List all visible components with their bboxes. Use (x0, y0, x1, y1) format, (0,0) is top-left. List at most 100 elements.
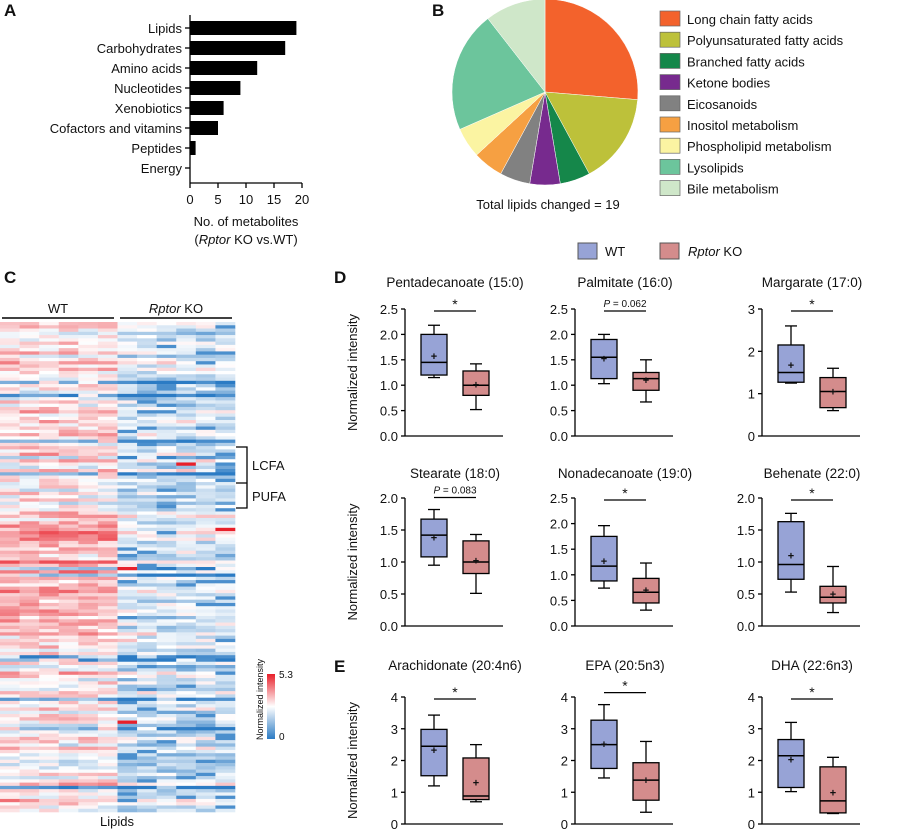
heatmap-cell (97, 331, 118, 336)
heatmap-cell (39, 436, 60, 440)
heatmap-cell (156, 406, 177, 411)
heatmap-cell (97, 406, 118, 411)
heatmap-cell (195, 534, 216, 538)
heatmap-cell (19, 475, 40, 480)
heatmap-cell (176, 344, 197, 349)
heatmap-cell (215, 367, 236, 372)
heatmap-cell (19, 557, 40, 561)
heatmap-cell (19, 707, 40, 712)
heatmap-cell (78, 534, 99, 538)
heatmap-cell (156, 338, 177, 342)
heatmap-cell (215, 642, 236, 646)
heatmap-cell (195, 322, 216, 326)
heatmap-cell (58, 413, 79, 418)
heatmap-cell (97, 452, 118, 457)
heatmap-cell (176, 723, 197, 728)
heatmap-cell (39, 612, 60, 617)
heatmap-cell (39, 341, 60, 346)
heatmap-cell (97, 439, 118, 444)
heatmap-cell (215, 462, 236, 467)
heatmap-cell (176, 733, 197, 738)
heatmap-cell (58, 648, 79, 653)
heatmap-cell (39, 354, 60, 359)
heatmap-cell (117, 704, 138, 708)
heatmap-cell (19, 681, 40, 685)
heatmap-cell (176, 527, 197, 532)
heatmap-cell (176, 367, 197, 372)
heatmap-cell (39, 361, 60, 365)
heatmap-cell (19, 674, 40, 679)
heatmap-cell (176, 478, 197, 483)
heatmap-cell (0, 668, 20, 672)
heatmap-cell (176, 782, 197, 787)
heatmap-cell (58, 638, 79, 643)
heatmap-cell (39, 733, 60, 738)
heatmap-cell (0, 658, 20, 663)
heatmap-cell (19, 544, 40, 548)
heatmap-cell (0, 596, 20, 600)
heatmap-cell (176, 658, 197, 663)
heatmap-cell (117, 567, 138, 571)
heatmap-cell (58, 560, 79, 565)
heatmap-cell (195, 478, 216, 483)
heatmap-cell (0, 475, 20, 480)
heatmap-cell (117, 488, 138, 493)
heatmap-group-ko: Rptor KO (149, 301, 203, 316)
box-plot-title: Palmitate (16:0) (577, 275, 672, 290)
heatmap-cell (195, 655, 216, 659)
heatmap-cell (215, 550, 236, 555)
heatmap-cell (215, 429, 236, 434)
bar-nucleotides (190, 81, 241, 95)
heatmap-cell (0, 576, 20, 581)
heatmap-cell (39, 593, 60, 597)
heatmap-cell (117, 687, 138, 692)
heatmap-cell (156, 374, 177, 378)
heatmap-cell (0, 684, 20, 689)
heatmap-cell (176, 749, 197, 754)
heatmap-cell (19, 753, 40, 757)
heatmap-cell (58, 730, 79, 734)
heatmap-cell (137, 586, 157, 591)
heatmap-cell (0, 397, 20, 401)
p-symbol: P (433, 486, 440, 497)
heatmap-cell (156, 351, 177, 355)
heatmap-cell (117, 364, 138, 369)
heatmap-cell (156, 645, 177, 649)
heatmap-cell (78, 671, 99, 676)
heatmap-cell (97, 580, 118, 584)
heatmap-cell (78, 612, 99, 617)
heatmap-cell (156, 348, 177, 352)
heatmap-cell (195, 491, 216, 496)
heatmap-cell (0, 534, 20, 538)
heatmap-cell (0, 632, 20, 636)
heatmap-cell (137, 495, 157, 499)
heatmap-cell (0, 723, 20, 728)
heatmap-cell (176, 622, 197, 627)
box-y-tick-label: 2 (748, 754, 755, 769)
heatmap-cell (0, 642, 20, 646)
heatmap-cell (215, 540, 236, 545)
heatmap-cell (117, 642, 138, 646)
bar-carbohydrates (190, 41, 286, 55)
heatmap-cell (195, 400, 216, 404)
heatmap-cell (215, 704, 236, 708)
heatmap-cell (215, 413, 236, 418)
heatmap-cell (195, 521, 216, 525)
heatmap-cell (117, 420, 138, 424)
heatmap-cell (0, 606, 20, 610)
bar-cofactors-and-vitamins (190, 121, 218, 135)
heatmap-cell (215, 681, 236, 685)
heatmap-lipids (0, 322, 236, 813)
heatmap-cell (39, 331, 60, 336)
heatmap-cell (195, 367, 216, 372)
heatmap-cell (137, 625, 157, 630)
heatmap-cell (176, 573, 197, 578)
heatmap-cell (137, 429, 157, 434)
heatmap-cell (195, 789, 216, 793)
heatmap-cell (215, 753, 236, 757)
heatmap-cell (195, 455, 216, 460)
heatmap-cell (156, 776, 177, 780)
heatmap-cell (137, 410, 157, 414)
heatmap-cell (195, 423, 216, 427)
heatmap-cell (215, 665, 236, 669)
